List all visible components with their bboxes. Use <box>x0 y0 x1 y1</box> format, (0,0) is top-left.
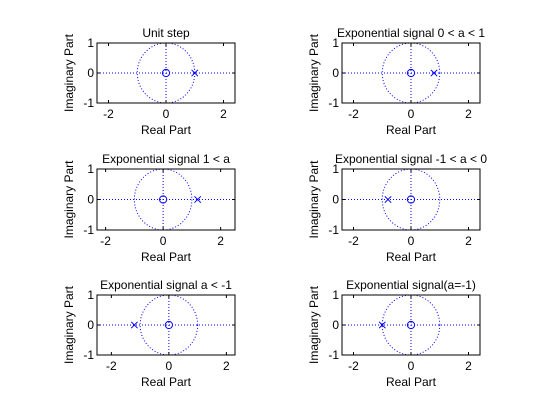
pole-marker <box>378 321 386 329</box>
x-tick-label: 2 <box>220 107 227 121</box>
plot-area <box>342 43 480 103</box>
y-axis-label: Imaginary Part <box>307 33 321 112</box>
plot-area <box>342 169 480 230</box>
x-tick-label: 2 <box>465 234 472 248</box>
x-tick-label: 0 <box>166 359 173 373</box>
x-tick-label: -2 <box>106 359 117 373</box>
subplot-title: Exponential signal a < -1 <box>100 278 232 292</box>
subplot-3: -2 0 2 -1 0 1 Exponential signal 1 < a Real Par… <box>62 152 236 264</box>
subplot-1: -2 0 2 -1 0 1 Unit step Real Part Imaginary Part <box>62 26 236 137</box>
y-tick-label: -1 <box>328 96 339 110</box>
x-axis-label: Real Part <box>386 250 437 264</box>
zero-marker <box>406 195 416 204</box>
unit-circle <box>381 295 441 355</box>
y-tick-label: 1 <box>87 288 94 302</box>
unit-circle <box>381 43 441 103</box>
pole-marker <box>430 69 438 77</box>
y-axis-label: Imaginary Part <box>62 33 76 112</box>
y-tick-label: -1 <box>83 96 94 110</box>
y-tick-label: -1 <box>328 223 339 237</box>
subplot-5: -2 0 2 -1 0 1 Exponential signal a < -1 Real Pa… <box>62 278 236 389</box>
y-tick-label: 0 <box>332 318 339 332</box>
y-axis-label: Imaginary Part <box>307 160 321 239</box>
x-tick-label: -2 <box>103 107 114 121</box>
x-axis-label: Real Part <box>141 375 192 389</box>
y-tick-label: 0 <box>332 193 339 207</box>
y-tick-label: 0 <box>87 66 94 80</box>
pole-marker <box>194 195 202 204</box>
y-tick-label: -1 <box>83 223 94 237</box>
y-tick-label: 1 <box>332 162 339 176</box>
zero-marker <box>159 195 168 204</box>
plot-area <box>97 43 235 103</box>
x-axis-label: Real Part <box>141 250 192 264</box>
subplot-title: Exponential signal 0 < a < 1 <box>337 26 485 40</box>
y-tick-label: 1 <box>332 36 339 50</box>
x-tick-label: -2 <box>348 359 359 373</box>
x-axis-label: Real Part <box>141 123 192 137</box>
y-tick-label: -1 <box>83 348 94 362</box>
pole-marker <box>384 195 392 204</box>
unit-circle <box>133 169 193 230</box>
plot-area <box>97 295 235 355</box>
y-axis-label: Imaginary Part <box>62 285 76 364</box>
x-tick-label: 0 <box>408 234 415 248</box>
y-tick-label: 1 <box>332 288 339 302</box>
zero-marker <box>164 320 173 330</box>
subplot-title: Exponential signal 1 < a <box>102 152 230 166</box>
subplot-title: Exponential signal(a=-1) <box>346 278 476 292</box>
x-tick-label: 0 <box>163 107 170 121</box>
zero-marker <box>406 68 416 78</box>
y-tick-label: 0 <box>87 193 94 207</box>
x-tick-label: 0 <box>408 107 415 121</box>
y-tick-label: 1 <box>87 162 94 176</box>
y-axis-label: Imaginary Part <box>62 160 76 239</box>
unit-circle <box>139 295 199 355</box>
plot-area <box>342 295 480 355</box>
x-tick-label: 2 <box>465 107 472 121</box>
x-axis-label: Real Part <box>386 123 437 137</box>
unit-circle <box>381 169 441 230</box>
y-tick-label: -1 <box>328 348 339 362</box>
x-tick-label: -2 <box>100 234 111 248</box>
x-tick-label: 2 <box>223 359 230 373</box>
pole-marker <box>130 321 138 329</box>
x-tick-label: 2 <box>465 359 472 373</box>
subplot-title: Unit step <box>142 26 190 40</box>
x-axis-label: Real Part <box>386 375 437 389</box>
pole-marker <box>191 69 199 77</box>
zero-marker <box>406 320 416 330</box>
x-tick-label: -2 <box>348 234 359 248</box>
y-axis-label: Imaginary Part <box>307 285 321 364</box>
subplot-title: Exponential signal -1 < a < 0 <box>335 152 487 166</box>
x-tick-label: 0 <box>160 234 167 248</box>
subplot-6: -2 0 2 -1 0 1 Exponential signal(a=-1) Real Par… <box>307 278 481 389</box>
y-tick-label: 1 <box>87 36 94 50</box>
plot-area <box>97 169 235 230</box>
zero-marker <box>161 68 171 78</box>
x-tick-label: 0 <box>408 359 415 373</box>
x-tick-label: 2 <box>217 234 224 248</box>
y-tick-label: 0 <box>332 66 339 80</box>
x-tick-label: -2 <box>348 107 359 121</box>
y-tick-label: 0 <box>87 318 94 332</box>
